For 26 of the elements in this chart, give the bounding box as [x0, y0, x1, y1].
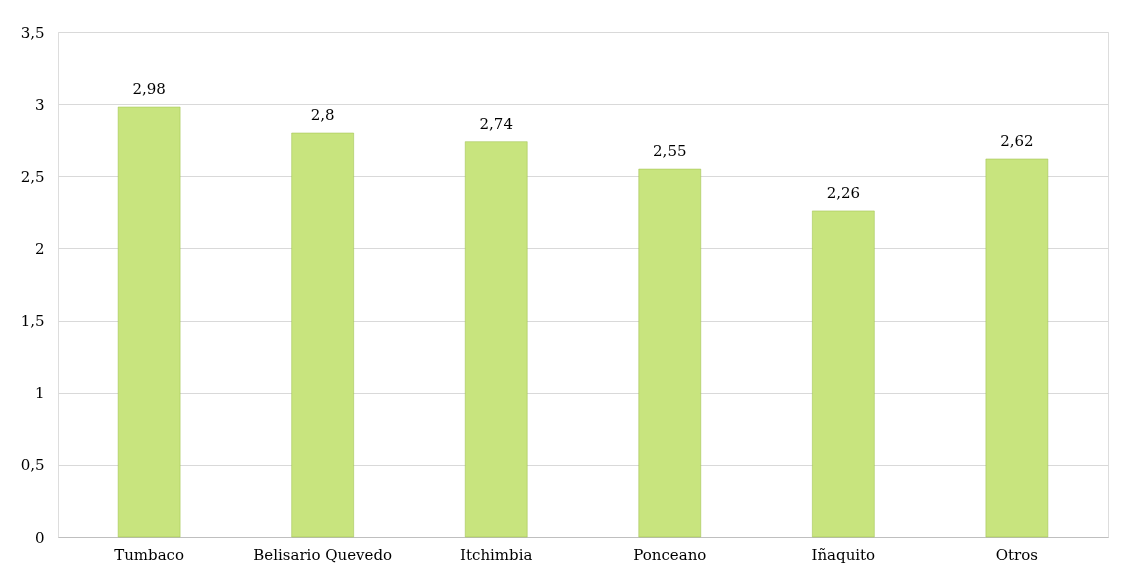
data-label: 2,74	[479, 114, 513, 133]
y-tick-label: 0	[34, 528, 45, 547]
bar	[291, 132, 354, 538]
bar	[812, 210, 875, 538]
data-label: 2,98	[132, 80, 166, 99]
x-tick-label: Belisario Quevedo	[253, 545, 393, 564]
bar	[464, 141, 528, 538]
x-tick-label: Tumbaco	[114, 545, 185, 564]
y-tick-label: 1	[34, 384, 45, 403]
x-tick-label: Itchimbia	[460, 545, 533, 564]
x-tick-label: Otros	[995, 545, 1038, 564]
y-tick-label: 0,5	[20, 456, 45, 475]
data-label: 2,55	[653, 142, 687, 161]
x-tick-label: Iñaquito	[811, 545, 876, 564]
y-tick-label: 2,5	[20, 167, 45, 186]
bar	[985, 158, 1049, 538]
bar	[638, 168, 702, 538]
data-label: 2,26	[826, 183, 861, 202]
y-tick-label: 2	[34, 239, 45, 258]
y-tick-label: 3,5	[20, 23, 45, 42]
y-tick-label: 1,5	[20, 312, 45, 331]
data-label: 2,8	[310, 106, 335, 124]
bar	[117, 106, 181, 538]
y-tick-label: 3	[34, 95, 45, 114]
x-tick-label: Ponceano	[633, 545, 707, 564]
data-label: 2,62	[1000, 131, 1034, 150]
